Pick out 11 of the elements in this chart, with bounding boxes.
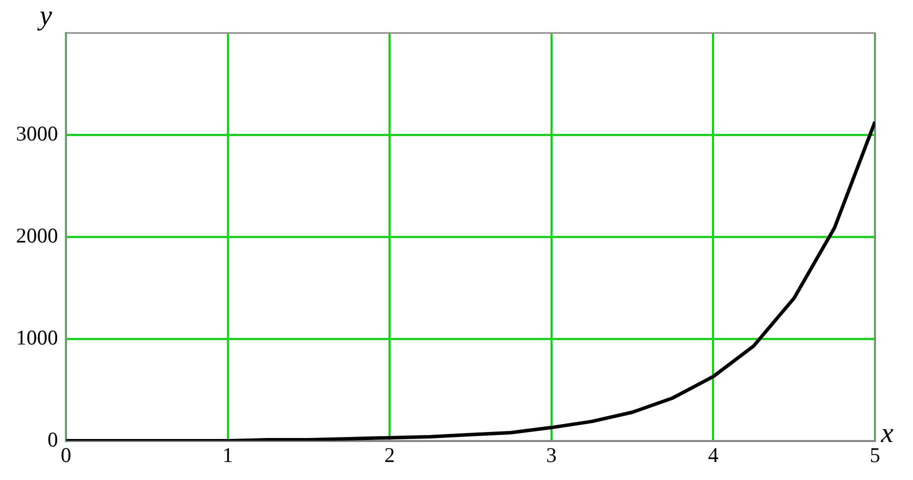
x-axis-title: x: [880, 418, 894, 450]
x-tick-label: 5: [870, 442, 880, 467]
y-axis-title: y: [36, 0, 53, 32]
x-tick-label: 2: [384, 442, 395, 467]
y-tick-label: 1000: [16, 325, 58, 350]
x-tick-label: 4: [708, 442, 719, 467]
y-tick-label: 3000: [16, 121, 58, 146]
x-tick-label: 1: [222, 442, 234, 467]
y-tick-label: 2000: [16, 223, 58, 248]
x-tick-label: 3: [546, 442, 557, 467]
y-tick-label: 0: [48, 427, 58, 452]
